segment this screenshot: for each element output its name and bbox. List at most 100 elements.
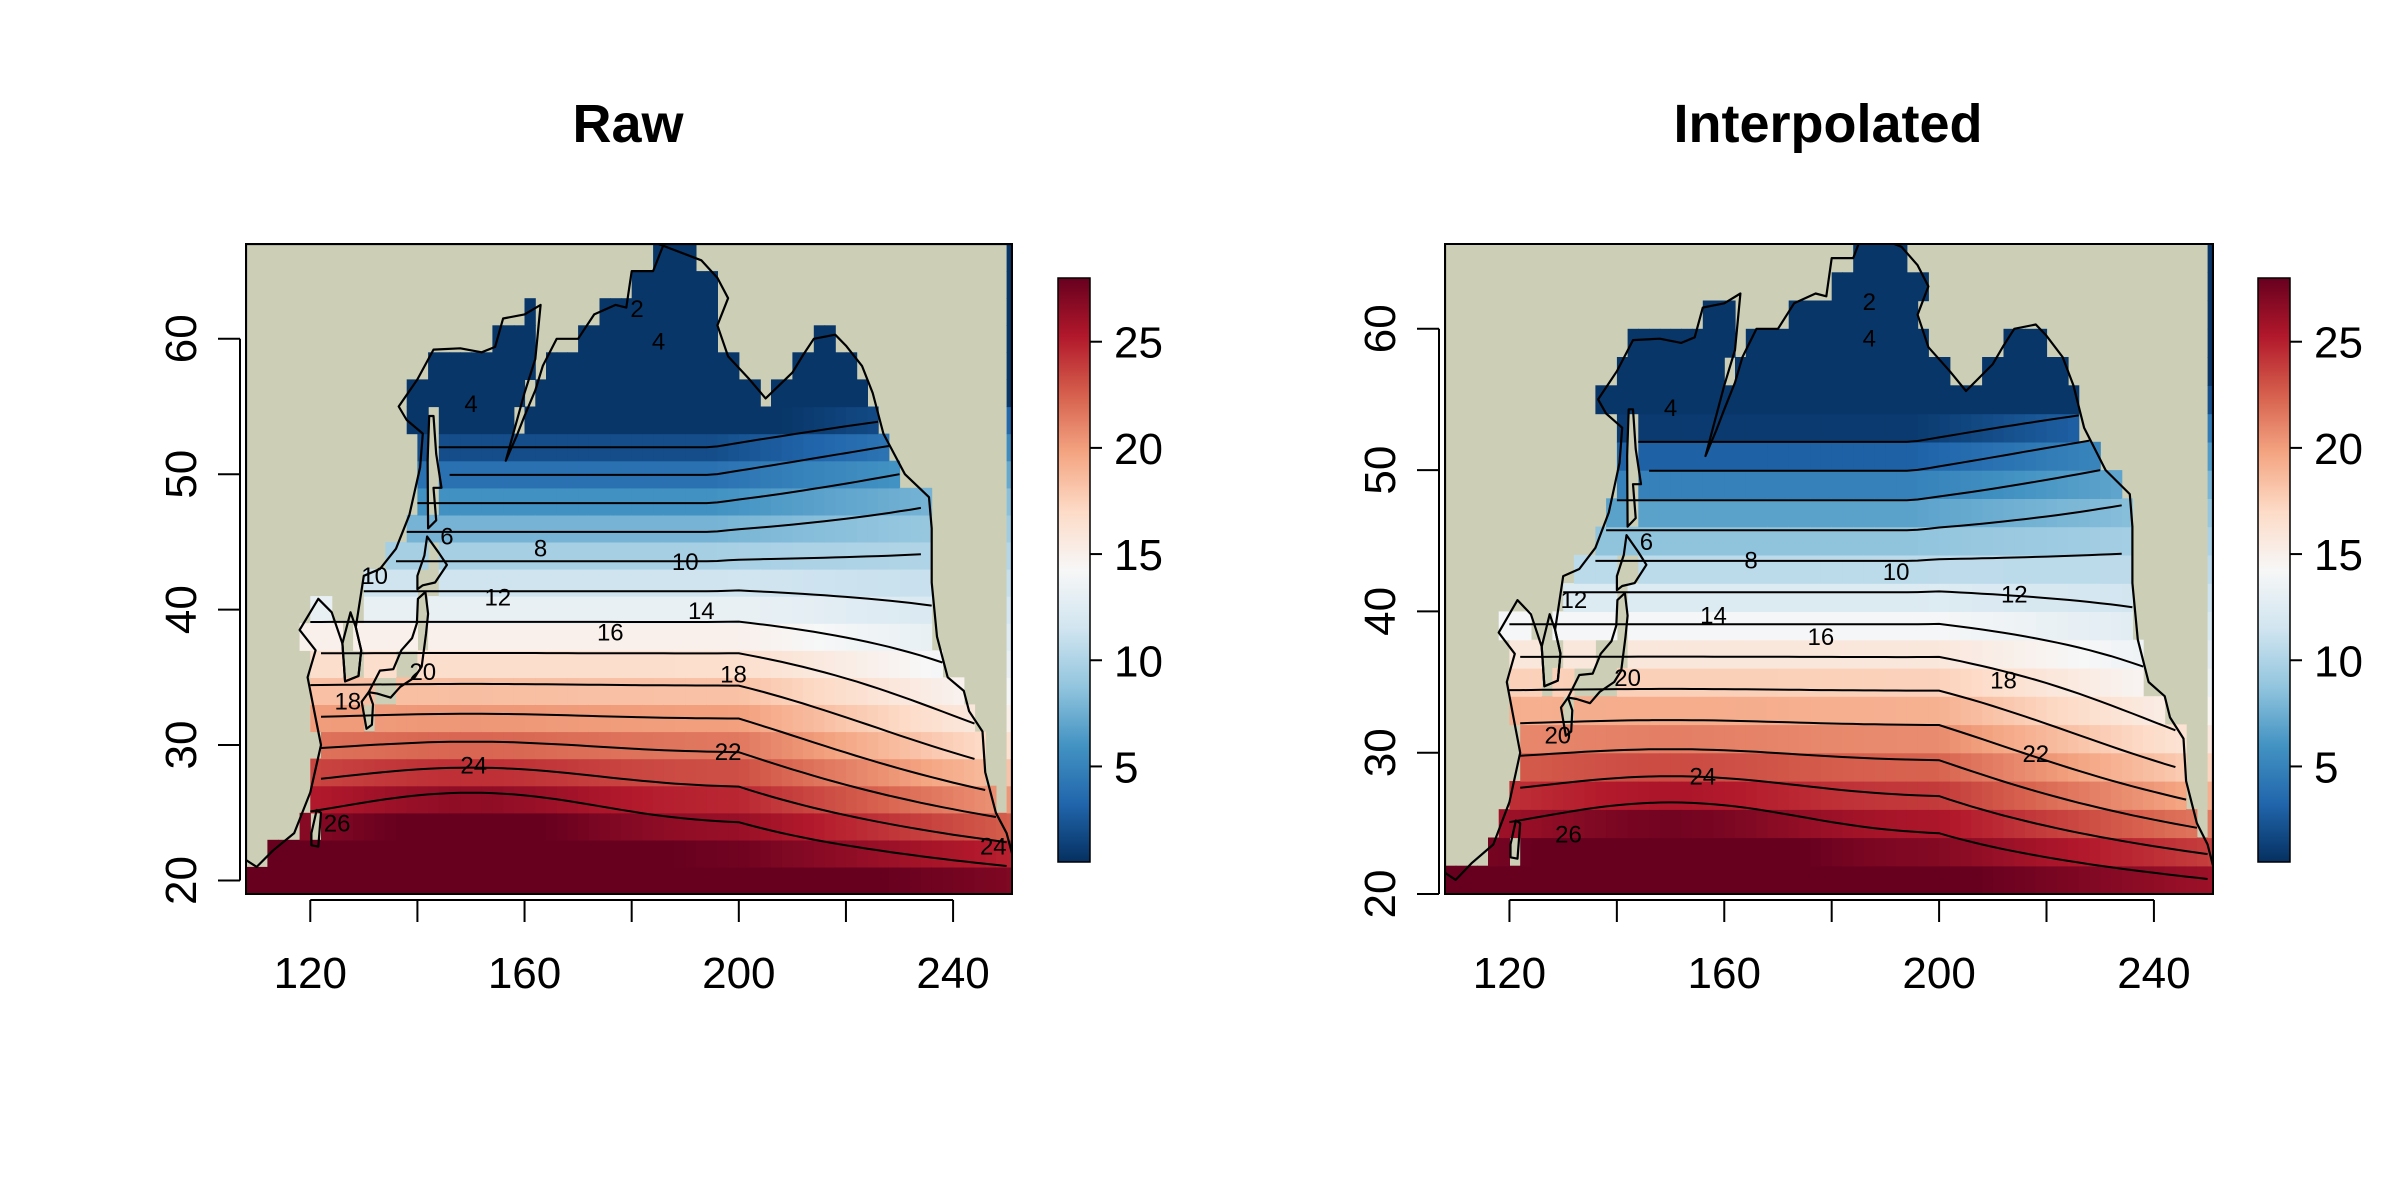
sst-cell	[1713, 865, 1725, 894]
sst-cell	[1799, 837, 1811, 867]
sst-cell	[1649, 328, 1661, 358]
sst-cell	[685, 487, 697, 516]
sst-cell	[438, 569, 451, 597]
sst-cell	[1960, 809, 1972, 839]
sst-cell	[449, 812, 461, 841]
sst-cell	[321, 677, 333, 705]
sst-cell	[953, 731, 965, 760]
sst-cell	[1606, 781, 1618, 810]
sst-cell	[867, 866, 879, 894]
sst-cell	[1702, 357, 1715, 386]
x-tick-label: 200	[702, 949, 775, 998]
sst-cell	[1745, 865, 1758, 894]
sst-cell	[1606, 385, 1618, 415]
sst-cell	[2121, 498, 2133, 528]
sst-cell	[1831, 639, 1843, 669]
sst-cell	[2068, 583, 2080, 612]
sst-cell	[567, 839, 579, 868]
sst-cell	[2057, 385, 2069, 415]
sst-cell	[2153, 837, 2166, 867]
sst-cell	[2089, 498, 2101, 528]
sst-cell	[1006, 271, 1012, 299]
sst-cell	[1842, 583, 1854, 612]
sst-cell	[1874, 385, 1886, 415]
sst-cell	[845, 758, 858, 787]
sst-cell	[460, 569, 472, 597]
sst-cell	[781, 487, 793, 516]
sst-cell	[1853, 781, 1865, 810]
sst-cell	[781, 758, 793, 787]
sst-cell	[1842, 837, 1854, 867]
sst-cell	[1006, 704, 1012, 733]
sst-cell	[438, 785, 451, 814]
sst-cell	[1735, 441, 1747, 471]
sst-cell	[1982, 837, 1994, 867]
sst-cell	[760, 623, 772, 651]
sst-cell	[481, 677, 493, 705]
sst-cell	[1692, 696, 1704, 726]
sst-cell	[1006, 298, 1012, 326]
sst-cell	[331, 677, 343, 705]
sst-cell	[2121, 781, 2133, 810]
sst-cell	[2057, 667, 2069, 697]
sst-cell	[749, 650, 761, 678]
sst-cell	[2143, 837, 2155, 867]
sst-cell	[2100, 865, 2112, 894]
sst-cell	[1616, 837, 1629, 867]
sst-cell	[1006, 379, 1012, 408]
sst-cell	[1885, 639, 1897, 669]
sst-cell	[1756, 526, 1768, 556]
sst-cell	[1627, 724, 1639, 754]
sst-cell	[1971, 837, 1983, 867]
sst-cell	[899, 487, 911, 516]
sst-cell	[1006, 514, 1012, 543]
sst-cell	[621, 812, 633, 841]
sst-cell	[1863, 752, 1876, 782]
sst-cell	[1659, 328, 1672, 358]
sst-cell	[406, 379, 418, 408]
sst-cell	[2025, 809, 2037, 839]
sst-cell	[428, 839, 440, 868]
sst-cell	[1778, 696, 1790, 726]
sst-cell	[1853, 554, 1865, 584]
contour-line-24	[320, 766, 1007, 844]
sst-cell	[1810, 724, 1822, 754]
sst-cell	[631, 650, 643, 678]
sst-cell	[2132, 752, 2144, 782]
sst-cell	[1584, 583, 1596, 612]
sst-cell	[578, 487, 590, 516]
sst-cell	[1713, 611, 1725, 641]
sst-cell	[588, 839, 601, 868]
sst-cell	[2068, 752, 2080, 782]
sst-cell	[299, 812, 311, 841]
sst-cell	[1455, 865, 1467, 894]
sst-cell	[2121, 865, 2133, 894]
sst-cell	[2003, 357, 2015, 386]
sst-cell	[1949, 696, 1962, 726]
sst-cell	[1606, 498, 1618, 528]
sst-cell	[824, 596, 836, 624]
sst-cell	[471, 541, 483, 570]
sst-cell	[792, 569, 804, 597]
sst-cell	[1917, 498, 1929, 528]
sst-cell	[2025, 837, 2037, 867]
sst-cell	[813, 704, 826, 733]
sst-cell	[824, 758, 836, 787]
sst-cell	[920, 623, 933, 651]
sst-cell	[1638, 752, 1650, 782]
sst-cell	[878, 650, 890, 678]
sst-cell	[888, 596, 901, 624]
contour-line-12	[1563, 590, 2133, 609]
sst-cell	[1863, 498, 1876, 528]
sst-cell	[546, 704, 558, 733]
sst-cell	[1509, 667, 1521, 697]
sst-cell	[1917, 639, 1929, 669]
sst-cell	[578, 569, 590, 597]
sst-cell	[1810, 752, 1822, 782]
sst-cell	[728, 541, 740, 570]
sst-cell	[1853, 357, 1865, 386]
sst-cell	[2057, 526, 2069, 556]
sst-cell	[1863, 781, 1876, 810]
sst-cell	[878, 785, 890, 814]
sst-cell	[1595, 837, 1607, 867]
